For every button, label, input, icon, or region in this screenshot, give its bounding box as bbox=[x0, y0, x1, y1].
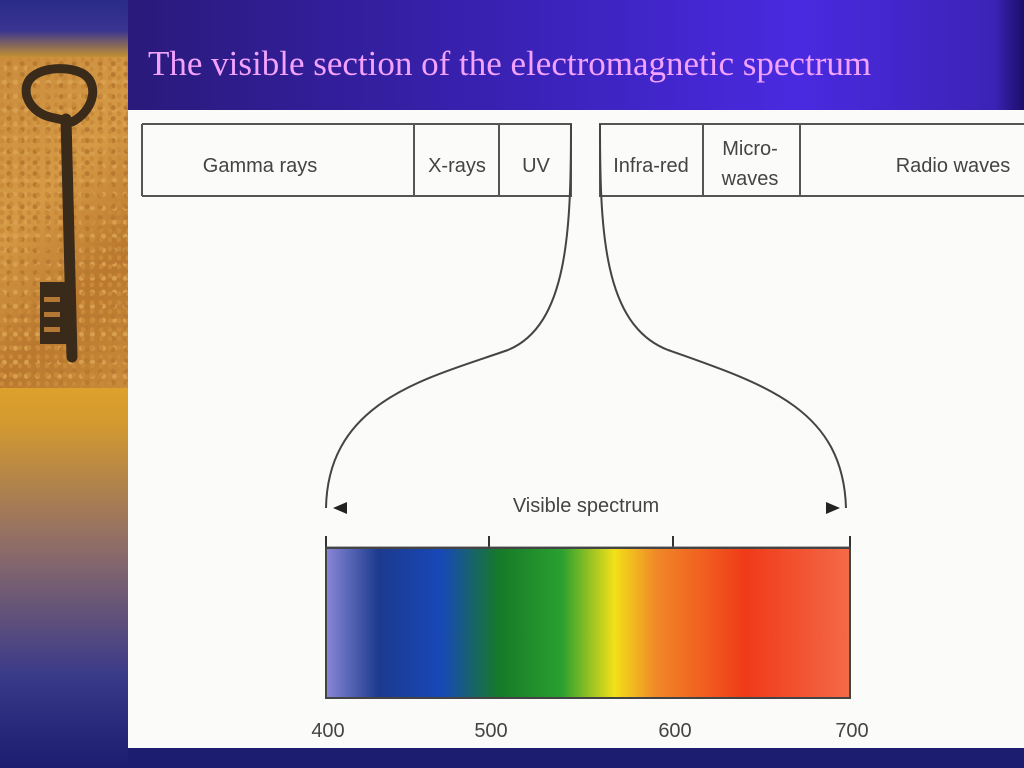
visible-spectrum-bar bbox=[325, 547, 851, 699]
band-label-xrays: X-rays bbox=[428, 155, 486, 177]
visible-spectrum-arrow: Visible spectrum bbox=[333, 495, 840, 517]
wavelength-label-500: 500 bbox=[474, 720, 507, 742]
wavelength-label-600: 600 bbox=[658, 720, 691, 742]
wavelength-axis: 400 500 600 700 bbox=[311, 720, 868, 742]
spectrum-figure: Gamma rays X-rays UV Infra-red Micro- wa… bbox=[128, 110, 1024, 748]
visible-spectrum-label: Visible spectrum bbox=[513, 495, 659, 517]
key-photo bbox=[0, 57, 128, 388]
wavelength-label-700: 700 bbox=[835, 720, 868, 742]
key-icon bbox=[21, 64, 98, 363]
band-label-radio: Radio waves bbox=[896, 155, 1011, 177]
band-label-gamma: Gamma rays bbox=[203, 155, 317, 177]
band-label-uv: UV bbox=[522, 155, 550, 177]
bottom-bar bbox=[128, 748, 1024, 768]
spectrum-diagram: Gamma rays X-rays UV Infra-red Micro- wa… bbox=[141, 123, 1024, 742]
wavelength-label-400: 400 bbox=[311, 720, 344, 742]
slide-title: The visible section of the electromagnet… bbox=[148, 44, 872, 83]
em-band-table: Gamma rays X-rays UV Infra-red Micro- wa… bbox=[141, 123, 1024, 198]
band-label-waves: waves bbox=[721, 168, 779, 190]
title-bar bbox=[128, 0, 1024, 110]
band-label-infrared: Infra-red bbox=[613, 155, 689, 177]
expansion-curves bbox=[325, 123, 847, 509]
band-label-micro: Micro- bbox=[722, 138, 778, 160]
